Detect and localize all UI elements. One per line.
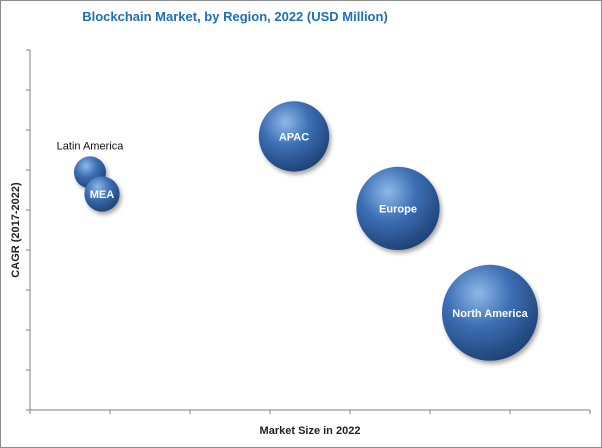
bubble-north-america <box>442 264 538 361</box>
bubble-label: APAC <box>279 131 309 143</box>
y-axis-label: CAGR (2017-2022) <box>10 182 22 278</box>
bubble-mea <box>84 176 120 212</box>
bubble-label: Europe <box>379 203 417 215</box>
chart-title: Blockchain Market, by Region, 2022 (USD … <box>82 9 388 24</box>
bubble-apac <box>258 101 330 172</box>
bubble-label: Latin America <box>57 140 125 152</box>
bubble-label: North America <box>452 308 528 320</box>
x-axis-label: Market Size in 2022 <box>260 425 361 437</box>
bubble-europe <box>356 166 440 250</box>
bubble-label: MEA <box>90 189 115 201</box>
